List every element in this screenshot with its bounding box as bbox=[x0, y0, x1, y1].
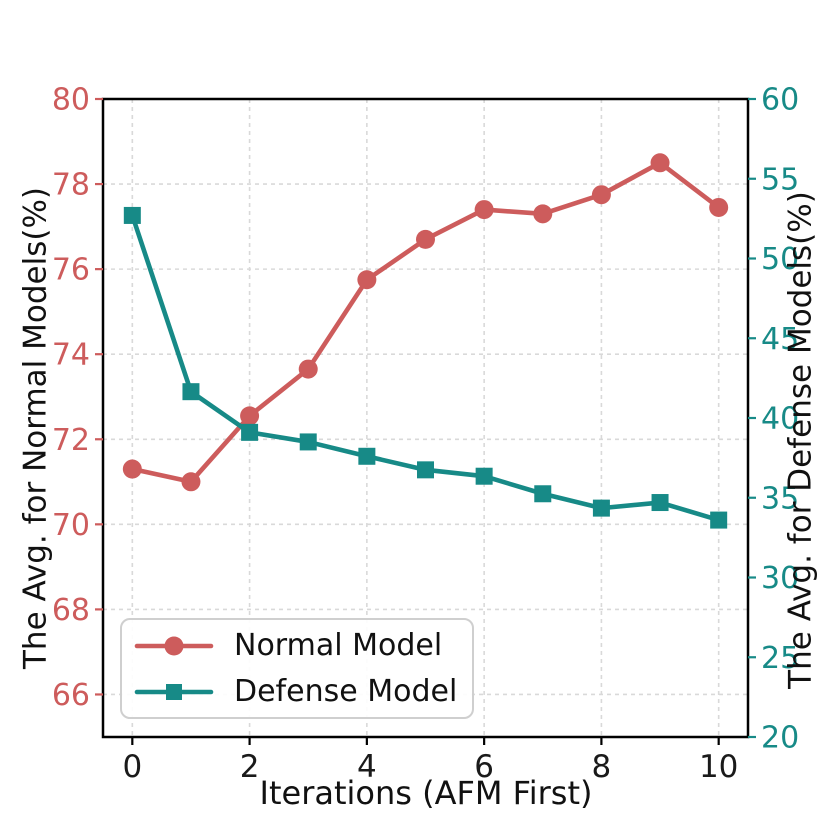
legend-label-defense-model: Defense Model bbox=[234, 674, 458, 709]
data-point-normal-model bbox=[474, 200, 494, 220]
x-axis-title: Iterations (AFM First) bbox=[259, 774, 593, 812]
right-y-tick-label: 40 bbox=[761, 402, 799, 437]
data-point-defense-model bbox=[592, 499, 610, 517]
data-point-normal-model bbox=[416, 229, 435, 249]
legend-marker-circle-icon bbox=[164, 636, 184, 655]
left-y-tick-label: 70 bbox=[52, 508, 90, 543]
x-tick-label: 8 bbox=[592, 749, 612, 785]
left-y-tick-label: 68 bbox=[52, 593, 90, 628]
right-y-tick-label: 55 bbox=[761, 162, 799, 197]
left-y-tick-label: 80 bbox=[52, 83, 90, 118]
legend-label-normal-model: Normal Model bbox=[234, 628, 443, 663]
left-y-tick-label: 76 bbox=[52, 253, 90, 288]
left-y-tick-label: 74 bbox=[52, 338, 90, 373]
series-line-normal-model bbox=[130, 160, 721, 485]
right-y-tick-label: 30 bbox=[761, 561, 799, 596]
data-point-defense-model bbox=[358, 447, 376, 465]
data-point-defense-model bbox=[651, 494, 669, 512]
data-point-normal-model bbox=[357, 270, 377, 290]
left-y-axis-title: The Avg. for Normal Models(%) bbox=[17, 187, 54, 669]
x-tick-label: 0 bbox=[122, 749, 142, 785]
legend-swatch-circle-icon bbox=[134, 636, 214, 655]
data-point-normal-model bbox=[533, 204, 553, 224]
left-y-tick-label: 66 bbox=[52, 678, 90, 713]
right-y-axis-title: The Avg. for Defense Models(%) bbox=[782, 191, 819, 689]
data-point-defense-model bbox=[475, 467, 493, 485]
data-point-defense-model bbox=[534, 485, 552, 503]
x-tick-label: 6 bbox=[474, 749, 494, 785]
data-point-normal-model bbox=[181, 472, 201, 492]
data-point-defense-model bbox=[182, 383, 200, 401]
data-point-defense-model bbox=[417, 461, 434, 479]
x-tick-label: 4 bbox=[357, 749, 377, 785]
data-point-normal-model bbox=[122, 459, 142, 479]
legend-swatch-square-icon bbox=[134, 683, 214, 700]
data-point-defense-model bbox=[299, 433, 317, 451]
data-point-normal-model bbox=[650, 153, 670, 173]
legend-item-normal-model: Normal Model bbox=[134, 628, 472, 663]
right-y-tick-label: 50 bbox=[761, 242, 799, 277]
legend-item-defense-model: Defense Model bbox=[134, 674, 472, 709]
right-y-tick-label: 45 bbox=[761, 322, 799, 357]
right-y-tick-label: 20 bbox=[761, 721, 799, 756]
data-point-normal-model bbox=[240, 406, 260, 426]
right-y-tick-label: 60 bbox=[761, 83, 799, 118]
data-point-defense-model bbox=[710, 511, 728, 529]
data-point-defense-model bbox=[241, 423, 259, 441]
right-y-tick-label: 35 bbox=[761, 481, 799, 516]
x-tick-label: 2 bbox=[240, 749, 260, 785]
x-tick-label: 10 bbox=[699, 749, 738, 785]
left-y-tick-label: 78 bbox=[52, 168, 90, 203]
data-point-defense-model bbox=[123, 206, 141, 224]
left-y-tick-label: 72 bbox=[52, 423, 90, 458]
data-point-normal-model bbox=[298, 359, 318, 379]
legend: Normal Model Defense Model bbox=[120, 618, 474, 719]
data-point-normal-model bbox=[591, 185, 611, 205]
right-y-tick-label: 25 bbox=[761, 641, 799, 676]
legend-marker-square-icon bbox=[166, 683, 182, 700]
data-point-normal-model bbox=[709, 197, 729, 217]
